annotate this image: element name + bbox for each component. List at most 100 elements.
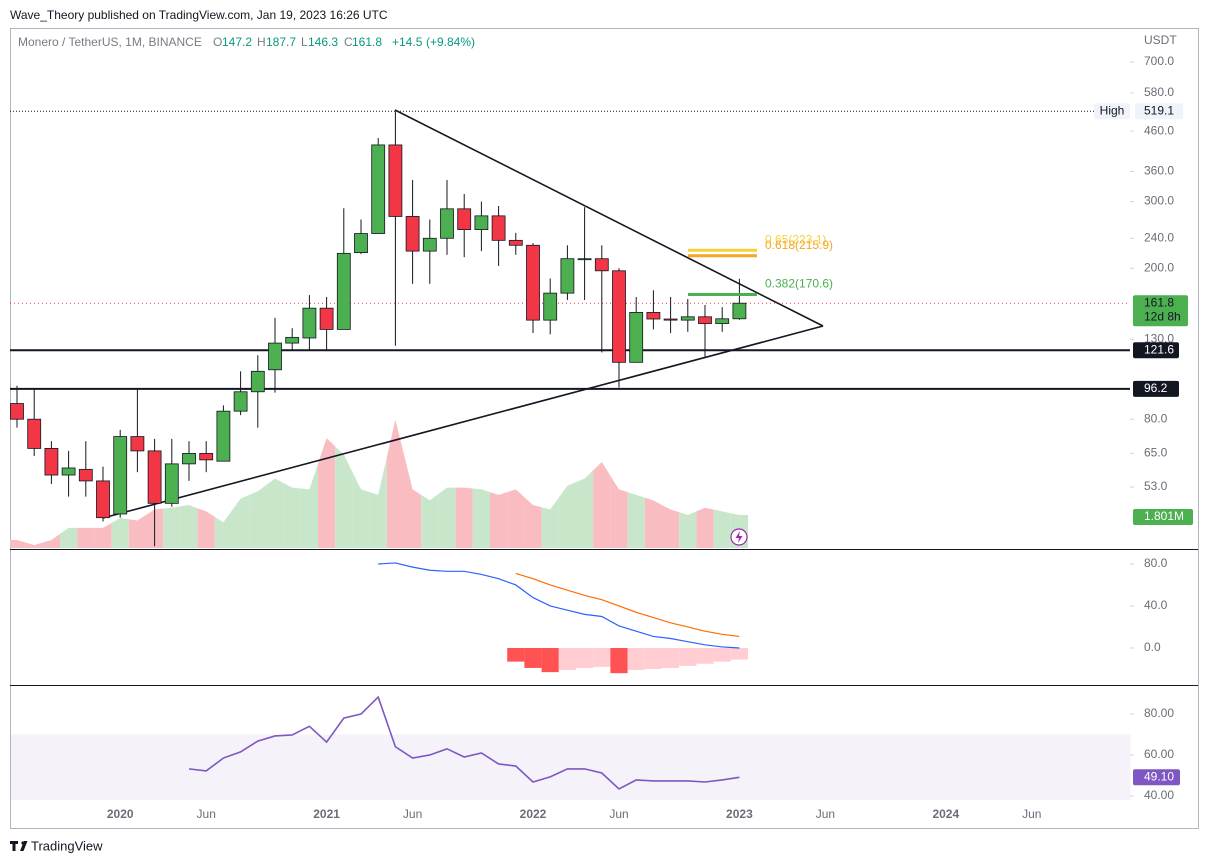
trendline [102, 325, 824, 519]
y-tick-label: 40.00 [1144, 788, 1174, 802]
candle-layer [10, 111, 748, 790]
macd-histogram-bar [507, 647, 525, 662]
fib-label: 0.382(170.6) [765, 277, 833, 291]
macd-histogram-bar [610, 647, 628, 674]
volume-area [94, 522, 112, 548]
rsi-line [188, 695, 740, 790]
volume-area [576, 470, 594, 548]
volume-area [490, 492, 508, 548]
candle-body [268, 342, 282, 371]
macd-line [515, 572, 740, 638]
x-tick-label: Jun [609, 807, 628, 821]
candle-body [44, 448, 59, 476]
volume-area [644, 497, 662, 548]
volume-area [541, 497, 559, 548]
candle-body [147, 450, 162, 504]
fib-label: 0.618(215.9) [765, 238, 833, 252]
volume-area [627, 492, 645, 548]
volume-area [180, 504, 198, 548]
level-box [1133, 380, 1179, 397]
legend-label: L [301, 35, 308, 49]
legend-value: 146.3 [308, 35, 338, 49]
y-tick-label: 360.0 [1144, 164, 1174, 178]
macd-line [378, 562, 740, 649]
legend-change: +14.5 [392, 35, 423, 49]
volume-label-box [1133, 509, 1193, 525]
y-tick-label: 580.0 [1144, 85, 1174, 99]
volume-area [404, 454, 422, 548]
brand-name: TradingView [31, 838, 103, 853]
y-tick-label: 40.0 [1144, 598, 1168, 612]
x-tick-label: 2022 [520, 807, 547, 821]
candle-body [526, 244, 540, 321]
rsi-label-box [1133, 769, 1180, 786]
macd-histogram-bar [524, 647, 542, 668]
legend-label: H [257, 35, 266, 49]
y-tick-label: 53.0 [1144, 479, 1168, 493]
volume-area [283, 483, 301, 548]
candle-body [388, 144, 403, 217]
volume-area [713, 509, 731, 548]
volume-label: 1.801M [1144, 509, 1184, 523]
volume-area [455, 487, 473, 548]
backdrop-layer: 700.0 580.0 460.0 360.0 300.0 240.0 200.0 130.0… [10, 54, 1174, 821]
candle-body [182, 453, 196, 465]
volume-area [507, 489, 525, 548]
macd-histogram-bar [593, 647, 611, 667]
last-price: 161.8 [1144, 295, 1174, 309]
candle-body [113, 436, 128, 515]
label-layer: High 519.1 121.6 96.2 0.65(223.1)0.618(215.9… [688, 103, 1193, 786]
macd-histogram-bar [662, 647, 680, 668]
volume-area [60, 527, 78, 548]
volume-area [558, 482, 576, 548]
volume-area [42, 533, 60, 548]
volume-area [610, 475, 628, 548]
fib-label: 0.65(223.1) [765, 232, 826, 246]
volume-area [300, 463, 318, 548]
volume-area [696, 507, 714, 548]
volume-area [593, 461, 611, 548]
legend-label: C [344, 35, 353, 49]
level-box [1133, 342, 1179, 359]
candle-body [302, 307, 317, 339]
y-tick-label: 80.0 [1144, 556, 1168, 570]
x-tick-label: 2024 [932, 807, 959, 821]
candle-body [61, 467, 76, 476]
volume-area [232, 494, 250, 548]
candle-body [285, 336, 300, 344]
volume-area [25, 542, 43, 548]
macd-histogram-bar [730, 647, 748, 660]
volume-area [318, 438, 336, 548]
y-tick-label: 0.0 [1144, 640, 1161, 654]
candle-body [250, 370, 265, 393]
volume-area [111, 517, 129, 548]
symbol-title: Monero / TetherUS, 1M, BINANCE [18, 35, 202, 49]
volume-area [352, 472, 370, 548]
candle-body [130, 436, 145, 452]
y-tick-label: 80.00 [1144, 706, 1174, 720]
candle-body [663, 318, 678, 321]
candle-body [10, 403, 24, 420]
candle-body [319, 307, 334, 330]
volume-area [662, 504, 680, 548]
high-value-box [1135, 103, 1183, 120]
volume-area [438, 487, 456, 548]
candle-body [698, 316, 712, 324]
y-tick-label: 240.0 [1144, 230, 1174, 244]
macd-histogram-bar [713, 647, 731, 662]
x-tick-label: 2023 [726, 807, 753, 821]
macd-histogram-bar [627, 647, 645, 671]
candle-body [371, 144, 386, 234]
currency-label: USDT [1144, 33, 1177, 47]
candle-body [680, 316, 695, 321]
candle-body [405, 216, 420, 252]
volume-area [249, 484, 267, 548]
volume-area [524, 497, 542, 548]
candle-body [491, 215, 506, 241]
trendline [394, 109, 824, 327]
y-tick-label: 700.0 [1144, 54, 1174, 68]
candle-body [732, 302, 747, 320]
brand-logo-dot [21, 841, 25, 845]
